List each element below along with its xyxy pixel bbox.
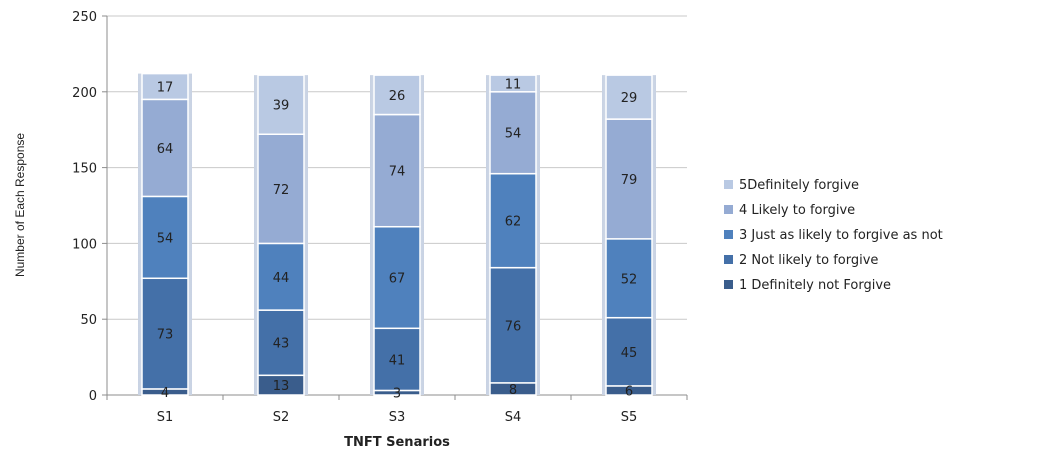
legend-label: 1 Definitely not Forgive <box>739 278 891 293</box>
legend-label: 2 Not likely to forgive <box>739 253 878 268</box>
y-tick-label: 200 <box>72 86 97 101</box>
data-label: 17 <box>157 80 174 95</box>
bar-segment <box>373 225 421 330</box>
bar-segment <box>257 309 305 377</box>
bar-segment <box>373 113 421 228</box>
data-label: 6 <box>625 384 633 399</box>
data-labels: 4 73 54 64 17 13 43 44 72 39 3 41 67 74 26 8 76 62 54 11 6 45… <box>157 77 638 401</box>
data-label: 4 <box>161 386 169 401</box>
data-label: 45 <box>621 346 638 361</box>
x-tick-label: S3 <box>389 410 406 425</box>
data-label: 8 <box>509 383 517 398</box>
legend-swatch <box>724 205 733 214</box>
legend: 5Definitely forgive 4 Likely to forgive 3 … <box>724 178 943 293</box>
bar-segment <box>257 133 305 245</box>
data-label: 43 <box>273 337 290 352</box>
data-label: 29 <box>621 91 638 106</box>
data-label: 54 <box>157 231 174 246</box>
x-axis-title: TNFT Senarios <box>344 435 450 450</box>
bar-segment <box>605 74 653 120</box>
bar-segment <box>141 195 189 280</box>
y-tick-label: 50 <box>80 313 97 328</box>
legend-swatch <box>724 255 733 264</box>
data-label: 73 <box>157 328 174 343</box>
bar-segment <box>489 91 537 175</box>
y-tick-label: 150 <box>72 162 97 177</box>
data-label: 79 <box>621 173 638 188</box>
data-label: 11 <box>505 77 522 92</box>
legend-label: 5Definitely forgive <box>739 178 859 193</box>
bar-segment <box>489 172 537 269</box>
data-label: 54 <box>505 127 522 142</box>
x-tick-label: S5 <box>621 410 638 425</box>
legend-swatch <box>724 280 733 289</box>
y-tick-label: 0 <box>89 389 97 404</box>
bar-segment <box>489 266 537 384</box>
bar-segment <box>257 74 305 135</box>
data-label: 41 <box>389 353 406 368</box>
data-label: 74 <box>389 165 406 180</box>
bar-segment <box>257 242 305 311</box>
x-tick-label: S1 <box>157 410 174 425</box>
bar-segment <box>141 72 189 101</box>
data-label: 67 <box>389 272 406 287</box>
y-tick-label: 100 <box>72 237 97 252</box>
legend-swatch <box>724 180 733 189</box>
data-label: 64 <box>157 142 174 157</box>
data-label: 26 <box>389 89 406 104</box>
bar-segment <box>605 238 653 319</box>
data-label: 39 <box>273 99 290 114</box>
axes: 0 50 100 150 200 250 S1 S2 S3 S4 S5 <box>72 10 688 425</box>
legend-label: 3 Just as likely to forgive as not <box>739 228 943 243</box>
data-label: 13 <box>273 379 290 394</box>
legend-swatch <box>724 230 733 239</box>
x-tick-label: S2 <box>273 410 290 425</box>
bar-segment <box>373 74 421 116</box>
data-label: 3 <box>393 387 401 402</box>
bar-segment <box>489 74 537 93</box>
y-tick-label: 250 <box>72 10 97 25</box>
data-label: 76 <box>505 319 522 334</box>
bars <box>138 72 656 396</box>
data-label: 72 <box>273 183 290 198</box>
data-label: 52 <box>621 272 638 287</box>
data-label: 44 <box>273 271 290 286</box>
y-axis-title: Number of Each Response <box>13 133 27 277</box>
legend-label: 4 Likely to forgive <box>739 203 855 218</box>
data-label: 62 <box>505 215 522 230</box>
bar-segment <box>141 98 189 198</box>
x-tick-label: S4 <box>505 410 522 425</box>
